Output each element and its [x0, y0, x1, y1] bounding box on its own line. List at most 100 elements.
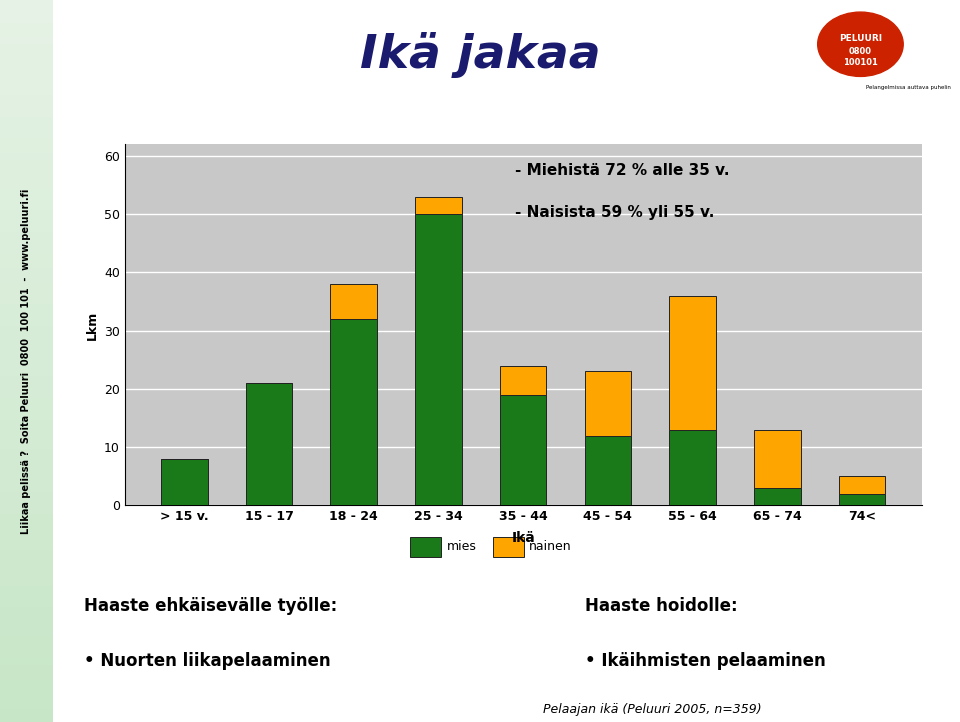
- Bar: [0, 0, 53, 7]
- Text: PELUURI: PELUURI: [839, 34, 882, 43]
- Bar: [0, 267, 53, 274]
- Bar: [0, 433, 53, 440]
- Bar: [0, 477, 53, 484]
- Bar: [0, 108, 53, 116]
- Bar: [0, 289, 53, 296]
- Bar: [0, 657, 53, 664]
- Bar: [0, 664, 53, 671]
- Text: • Ikäihmisten pelaaminen: • Ikäihmisten pelaaminen: [585, 653, 826, 670]
- Bar: [0, 606, 53, 614]
- Bar: [839, 477, 885, 494]
- Bar: [0, 462, 53, 469]
- Bar: [0, 599, 53, 606]
- Bar: [669, 430, 716, 505]
- Bar: [0, 614, 53, 621]
- Bar: [585, 372, 632, 435]
- Bar: [0, 188, 53, 195]
- Bar: [0, 484, 53, 491]
- Bar: [0, 440, 53, 448]
- Y-axis label: Lkm: Lkm: [85, 310, 98, 339]
- Bar: [0, 448, 53, 455]
- Bar: [410, 537, 442, 557]
- Bar: [0, 51, 53, 58]
- Bar: [0, 419, 53, 426]
- Bar: [0, 455, 53, 462]
- Bar: [0, 700, 53, 708]
- Bar: [0, 426, 53, 433]
- Bar: [0, 310, 53, 318]
- Bar: [0, 585, 53, 592]
- Bar: [0, 180, 53, 188]
- Text: Ikä jakaa: Ikä jakaa: [360, 32, 600, 79]
- Text: Pelangelmissa auttava puhelin: Pelangelmissa auttava puhelin: [866, 85, 950, 90]
- Bar: [0, 173, 53, 180]
- Bar: [0, 29, 53, 36]
- Bar: [0, 65, 53, 72]
- Bar: [0, 361, 53, 368]
- Bar: [0, 274, 53, 282]
- Text: 100101: 100101: [843, 58, 877, 67]
- Text: - Naisista 59 % yli 55 v.: - Naisista 59 % yli 55 v.: [515, 205, 714, 220]
- Text: - Miehistä 72 % alle 35 v.: - Miehistä 72 % alle 35 v.: [515, 163, 730, 178]
- Bar: [0, 469, 53, 477]
- Bar: [0, 505, 53, 513]
- Bar: [0, 556, 53, 563]
- Bar: [0, 137, 53, 144]
- Text: Pelaajan ikä (Peluuri 2005, n=359): Pelaajan ikä (Peluuri 2005, n=359): [543, 703, 762, 716]
- Bar: [0, 578, 53, 585]
- Bar: [0, 671, 53, 679]
- Bar: [0, 520, 53, 527]
- Bar: [0, 253, 53, 260]
- Bar: [415, 214, 462, 505]
- Bar: [0, 130, 53, 137]
- Bar: [0, 628, 53, 635]
- Bar: [0, 101, 53, 108]
- Bar: [0, 347, 53, 354]
- Bar: [0, 412, 53, 419]
- Bar: [0, 7, 53, 14]
- Bar: [0, 202, 53, 209]
- Bar: [0, 14, 53, 22]
- Bar: [585, 435, 632, 505]
- Bar: [0, 209, 53, 217]
- Bar: [0, 368, 53, 375]
- Text: Haaste ehkäisevälle työlle:: Haaste ehkäisevälle työlle:: [84, 596, 338, 614]
- Bar: [0, 397, 53, 404]
- Bar: [493, 537, 524, 557]
- Bar: [0, 679, 53, 686]
- Bar: [0, 152, 53, 159]
- Bar: [0, 72, 53, 79]
- Circle shape: [818, 12, 903, 77]
- Bar: [0, 43, 53, 51]
- Bar: [839, 494, 885, 505]
- Text: 0800: 0800: [849, 47, 872, 56]
- Bar: [0, 563, 53, 570]
- Bar: [0, 144, 53, 152]
- Bar: [0, 303, 53, 310]
- Text: mies: mies: [446, 540, 476, 554]
- Bar: [0, 708, 53, 715]
- Bar: [0, 260, 53, 267]
- Bar: [0, 123, 53, 130]
- Bar: [754, 430, 801, 488]
- Bar: [0, 245, 53, 253]
- Bar: [0, 238, 53, 245]
- Bar: [0, 643, 53, 650]
- Bar: [0, 354, 53, 361]
- Bar: [246, 383, 293, 505]
- Bar: [0, 36, 53, 43]
- Bar: [0, 383, 53, 390]
- Bar: [0, 282, 53, 289]
- Text: • Nuorten liikapelaaminen: • Nuorten liikapelaaminen: [84, 653, 331, 670]
- Bar: [500, 365, 546, 395]
- Bar: [0, 325, 53, 332]
- Bar: [330, 319, 377, 505]
- Bar: [0, 513, 53, 520]
- Bar: [0, 592, 53, 599]
- Bar: [0, 498, 53, 505]
- Bar: [500, 395, 546, 505]
- Bar: [0, 159, 53, 166]
- Bar: [0, 375, 53, 383]
- Bar: [0, 87, 53, 94]
- Bar: [0, 542, 53, 549]
